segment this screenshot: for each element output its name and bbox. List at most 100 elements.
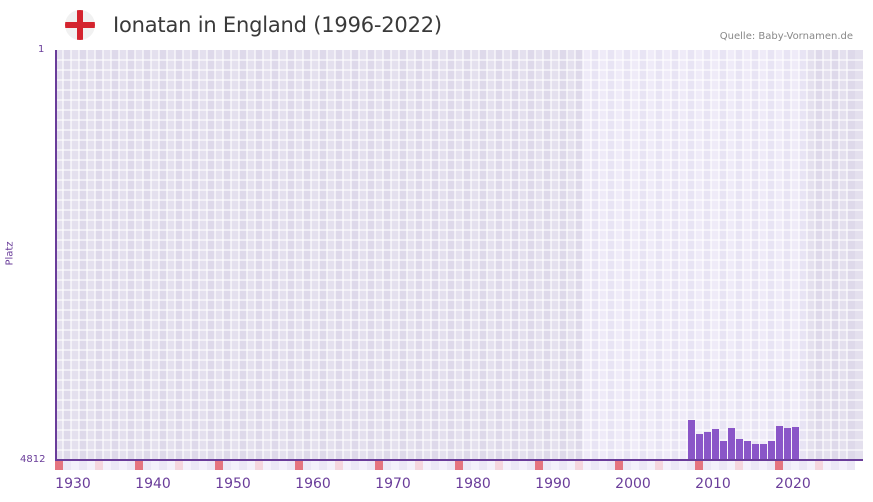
- grid-line-v: [766, 50, 768, 460]
- year-mark: [423, 461, 431, 470]
- column-shade: [815, 50, 823, 460]
- grid-line-v: [294, 50, 296, 460]
- bar-2010[interactable]: [712, 429, 719, 460]
- year-mark: [599, 461, 607, 470]
- year-mark: [55, 461, 63, 470]
- grid-line-v: [166, 50, 168, 460]
- grid-line-v: [726, 50, 728, 460]
- bar-2014[interactable]: [744, 441, 751, 460]
- grid-line-v: [646, 50, 648, 460]
- grid-line-v: [566, 50, 568, 460]
- column-shade: [223, 50, 231, 460]
- grid-line-v: [774, 50, 776, 460]
- year-mark: [391, 461, 399, 470]
- bar-2019[interactable]: [784, 428, 791, 460]
- bar-2015[interactable]: [752, 444, 759, 460]
- grid-line-h: [55, 429, 863, 431]
- year-mark: [543, 461, 551, 470]
- grid-line-v: [86, 50, 88, 460]
- year-marks: [55, 461, 863, 470]
- grid-line-v: [222, 50, 224, 460]
- year-mark: [111, 461, 119, 470]
- x-tick-1950: 1950: [215, 476, 251, 492]
- bar-2012[interactable]: [728, 428, 735, 460]
- grid-line-v: [302, 50, 304, 460]
- grid-line-v: [382, 50, 384, 460]
- grid-line-v: [606, 50, 608, 460]
- y-tick-top: 1: [38, 44, 45, 55]
- grid-line-v: [518, 50, 520, 460]
- grid-line-h: [55, 229, 863, 231]
- column-shade: [79, 50, 87, 460]
- bar-2009[interactable]: [704, 432, 711, 460]
- grid-line-h: [55, 109, 863, 111]
- grid-line-h: [55, 289, 863, 291]
- x-tick-2020: 2020: [775, 476, 811, 492]
- year-mark: [207, 461, 215, 470]
- grid-line-v: [526, 50, 528, 460]
- bar-2013[interactable]: [736, 439, 743, 460]
- year-mark: [223, 461, 231, 470]
- year-mark: [287, 461, 295, 470]
- year-mark: [383, 461, 391, 470]
- bar-2020[interactable]: [792, 427, 799, 460]
- grid-line-v: [150, 50, 152, 460]
- column-shade: [767, 50, 775, 460]
- bar-2007[interactable]: [688, 420, 695, 460]
- grid-line-h: [55, 309, 863, 311]
- year-mark: [679, 461, 687, 470]
- grid-line-v: [358, 50, 360, 460]
- year-mark: [215, 461, 223, 470]
- year-mark: [127, 461, 135, 470]
- grid-line-v: [102, 50, 104, 460]
- outer-band-right: [807, 50, 863, 460]
- grid-line-v: [270, 50, 272, 460]
- year-mark: [263, 461, 271, 470]
- y-axis-title: Platz: [4, 241, 16, 266]
- grid-line-h: [55, 359, 863, 361]
- year-mark: [527, 461, 535, 470]
- grid-line-v: [590, 50, 592, 460]
- column-shade: [143, 50, 151, 460]
- bar-2018[interactable]: [776, 426, 783, 460]
- grid-line-v: [670, 50, 672, 460]
- column-shade: [271, 50, 279, 460]
- grid-line-v: [574, 50, 576, 460]
- year-mark: [727, 461, 735, 470]
- source-link[interactable]: Quelle: Baby-Vornamen.de: [719, 31, 853, 42]
- column-shade: [687, 50, 695, 460]
- x-tick-1940: 1940: [135, 476, 171, 492]
- column-shade: [191, 50, 199, 460]
- bar-2017[interactable]: [768, 441, 775, 460]
- grid-line-v: [214, 50, 216, 460]
- grid-line-h: [55, 79, 863, 81]
- grid-line-h: [55, 129, 863, 131]
- year-mark: [615, 461, 623, 470]
- plot-area: [55, 50, 863, 460]
- year-mark: [687, 461, 695, 470]
- grid-line-v: [414, 50, 416, 460]
- grid-line-v: [846, 50, 848, 460]
- year-mark: [495, 461, 503, 470]
- x-tick-1970: 1970: [375, 476, 411, 492]
- grid-line-v: [734, 50, 736, 460]
- year-mark: [503, 461, 511, 470]
- grid-line-v: [494, 50, 496, 460]
- year-mark: [751, 461, 759, 470]
- year-mark: [327, 461, 335, 470]
- year-mark: [799, 461, 807, 470]
- year-mark: [823, 461, 831, 470]
- bar-2008[interactable]: [696, 434, 703, 460]
- bar-2016[interactable]: [760, 444, 767, 460]
- bar-2011[interactable]: [720, 441, 727, 460]
- grid-line-v: [454, 50, 456, 460]
- year-mark: [535, 461, 543, 470]
- year-mark: [231, 461, 239, 470]
- year-mark: [671, 461, 679, 470]
- column-shade: [127, 50, 135, 460]
- grid-line-h: [55, 239, 863, 241]
- grid-line-v: [614, 50, 616, 460]
- column-shade: [591, 50, 599, 460]
- year-mark: [551, 461, 559, 470]
- grid-line-v: [510, 50, 512, 460]
